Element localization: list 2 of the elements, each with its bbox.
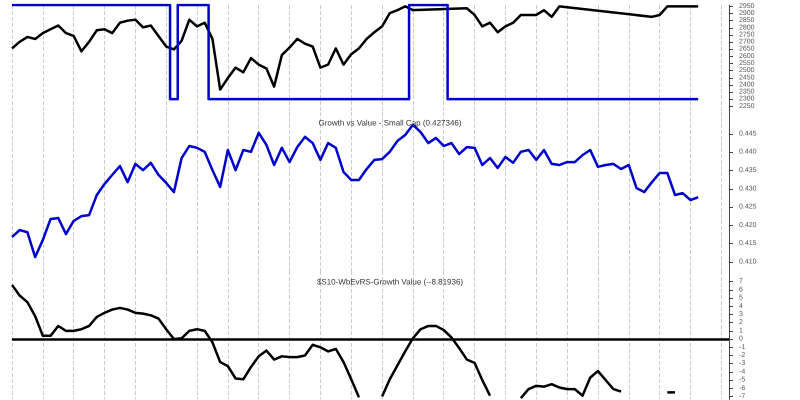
text: Growth vs Value - Small Cap (0.427346) — [318, 118, 462, 128]
text: $S10-WbEvRS-Growth Value (--8.81936) — [316, 278, 464, 286]
